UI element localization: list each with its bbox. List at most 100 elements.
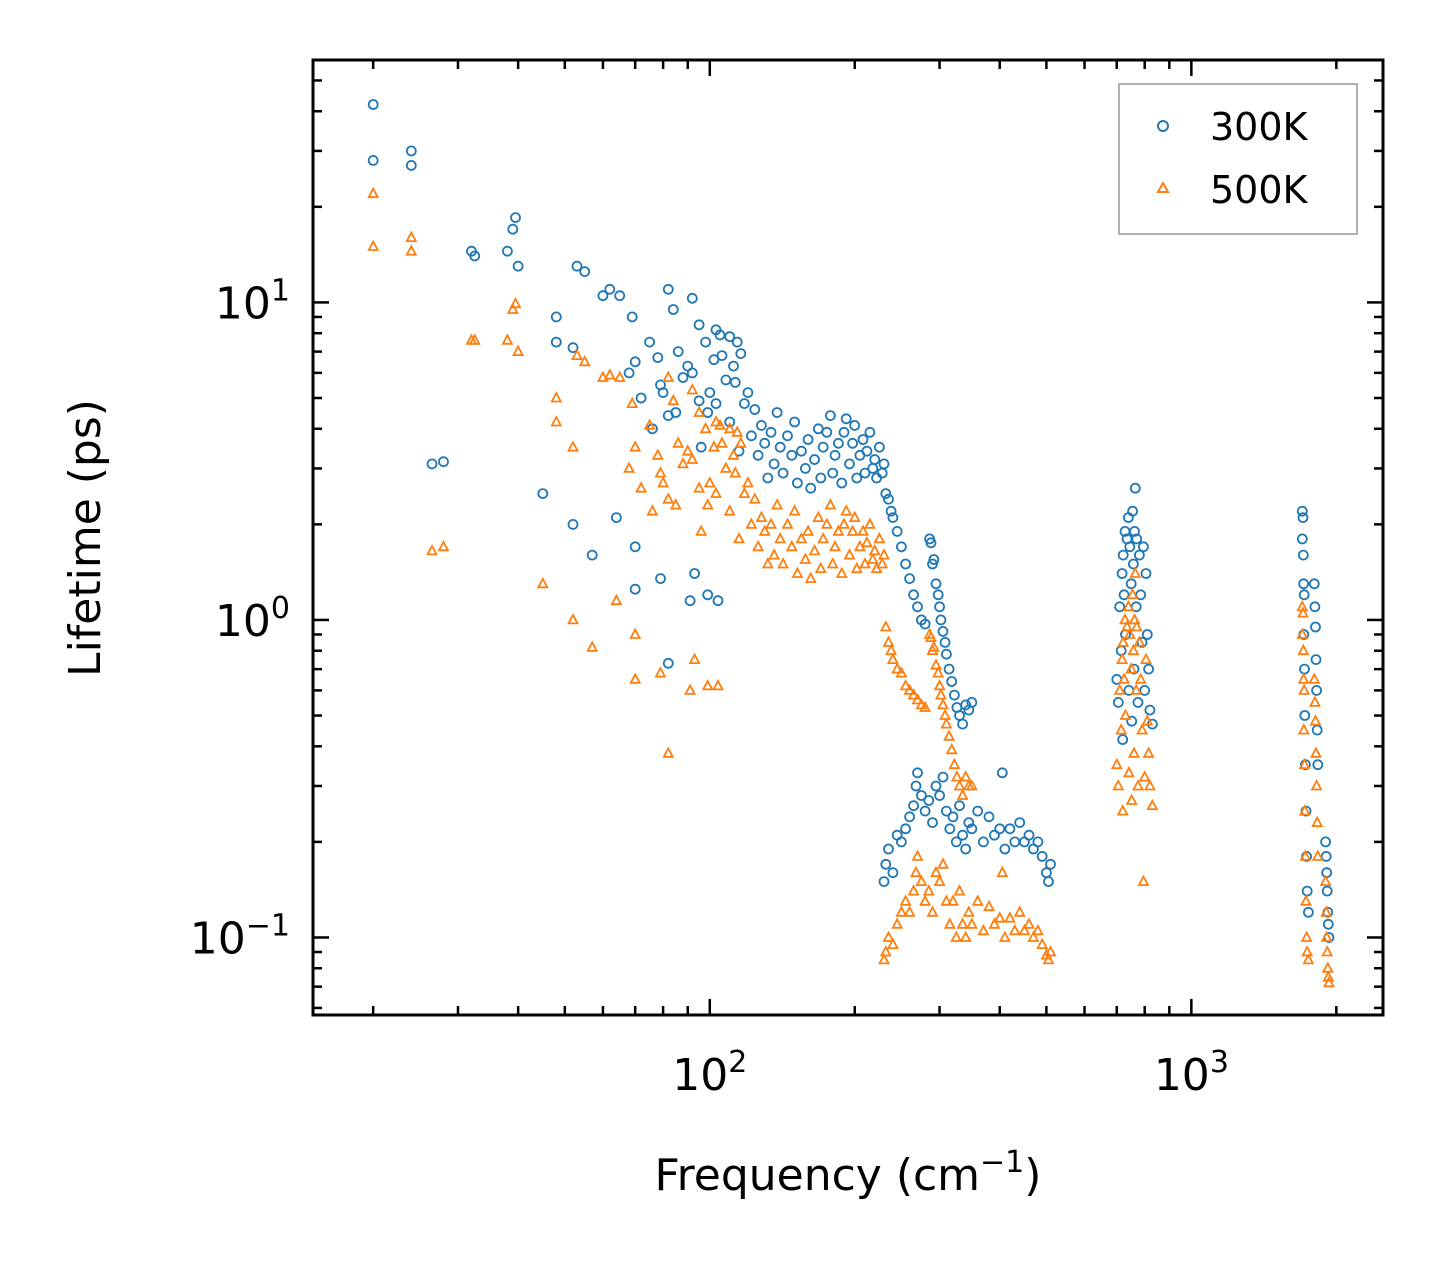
data-point-500k xyxy=(919,894,932,906)
data-point-300k xyxy=(928,554,940,565)
data-point-300k xyxy=(702,407,714,418)
data-point-500k xyxy=(1320,905,1333,917)
data-point-500k xyxy=(686,383,699,395)
data-point-300k xyxy=(704,387,716,399)
data-point-500k xyxy=(1297,723,1310,735)
data-point-300k xyxy=(836,477,848,489)
data-point-500k xyxy=(988,917,1001,929)
data-point-300k xyxy=(759,437,771,449)
data-point-300k xyxy=(1114,601,1126,613)
data-point-300k xyxy=(885,505,897,517)
data-point-500k xyxy=(741,476,754,488)
data-point-500k xyxy=(1308,672,1321,684)
data-point-500k xyxy=(802,524,815,536)
data-point-500k xyxy=(846,524,859,536)
data-point-500k xyxy=(768,548,781,560)
data-point-300k xyxy=(910,780,922,792)
data-point-500k xyxy=(1146,798,1159,811)
data-point-500k xyxy=(940,717,953,729)
data-point-500k xyxy=(1300,894,1312,906)
data-point-300k xyxy=(944,823,956,835)
data-point-500k xyxy=(512,344,525,357)
data-point-500k xyxy=(626,396,639,409)
data-point-300k xyxy=(729,376,741,388)
data-point-300k xyxy=(957,829,968,841)
data-point-500k xyxy=(1119,612,1131,625)
data-point-300k xyxy=(919,618,931,630)
data-point-500k xyxy=(613,370,626,382)
data-point-300k xyxy=(904,811,915,823)
data-point-500k xyxy=(667,393,680,406)
data-point-300k xyxy=(626,311,638,323)
data-point-500k xyxy=(1136,723,1149,735)
data-point-300k xyxy=(629,583,641,595)
data-point-500k xyxy=(934,688,947,700)
data-point-300k xyxy=(720,374,732,386)
data-point-500k xyxy=(1299,849,1312,861)
data-point-500k xyxy=(876,557,889,569)
series-300k xyxy=(367,99,1335,943)
data-point-300k xyxy=(978,836,989,848)
data-point-300k xyxy=(367,99,379,110)
data-point-500k xyxy=(993,911,1006,923)
data-point-300k xyxy=(657,387,669,399)
data-point-500k xyxy=(635,481,648,493)
data-point-300k xyxy=(947,811,959,823)
data-point-500k xyxy=(536,576,549,589)
data-point-300k xyxy=(567,342,579,354)
data-point-500k xyxy=(1132,779,1144,791)
data-point-300k xyxy=(943,663,955,675)
data-point-500k xyxy=(932,666,945,678)
data-point-500k xyxy=(1296,627,1309,639)
data-point-300k xyxy=(919,805,931,817)
data-point-300k xyxy=(946,676,958,687)
data-point-500k xyxy=(781,517,794,529)
data-point-500k xyxy=(686,452,699,464)
data-point-500k xyxy=(1310,779,1323,791)
data-point-500k xyxy=(367,186,380,199)
data-point-300k xyxy=(887,512,899,523)
data-point-300k xyxy=(1134,549,1145,561)
data-point-500k xyxy=(996,865,1009,878)
data-point-300k xyxy=(802,434,814,445)
data-point-300k xyxy=(1297,549,1309,561)
data-point-500k xyxy=(911,849,924,861)
data-point-500k xyxy=(795,531,808,544)
data-point-500k xyxy=(832,524,845,536)
data-point-500k xyxy=(623,461,636,473)
data-point-300k xyxy=(869,454,881,465)
data-point-300k xyxy=(1138,541,1149,553)
data-point-500k xyxy=(817,531,830,544)
data-point-500k xyxy=(950,770,963,782)
data-point-500k xyxy=(699,421,712,434)
data-point-300k xyxy=(693,395,705,407)
data-point-500k xyxy=(710,486,722,499)
data-point-500k xyxy=(925,630,937,642)
data-point-500k xyxy=(899,678,912,691)
data-point-300k xyxy=(629,356,641,368)
data-point-300k xyxy=(887,867,899,879)
data-point-300k xyxy=(859,467,871,479)
data-point-500k xyxy=(1320,930,1333,942)
data-point-500k xyxy=(879,620,892,632)
data-point-500k xyxy=(1311,815,1324,827)
data-point-300k xyxy=(844,458,855,470)
data-point-300k xyxy=(861,445,873,457)
data-point-300k xyxy=(957,718,968,730)
data-point-300k xyxy=(817,441,829,453)
data-point-500k xyxy=(509,296,522,309)
data-point-500k xyxy=(681,444,694,456)
data-point-300k xyxy=(426,458,438,470)
data-point-500k xyxy=(367,239,380,251)
data-point-500k xyxy=(1018,923,1031,936)
data-point-500k xyxy=(643,418,656,430)
data-point-500k xyxy=(1321,945,1334,957)
data-point-300k xyxy=(989,829,1000,841)
data-point-300k xyxy=(880,858,892,870)
data-point-300k xyxy=(849,419,861,431)
data-point-500k xyxy=(956,917,969,929)
data-point-500k xyxy=(506,302,519,314)
legend-frame xyxy=(1118,83,1358,235)
data-point-300k xyxy=(1116,568,1128,579)
data-point-300k xyxy=(550,336,562,348)
